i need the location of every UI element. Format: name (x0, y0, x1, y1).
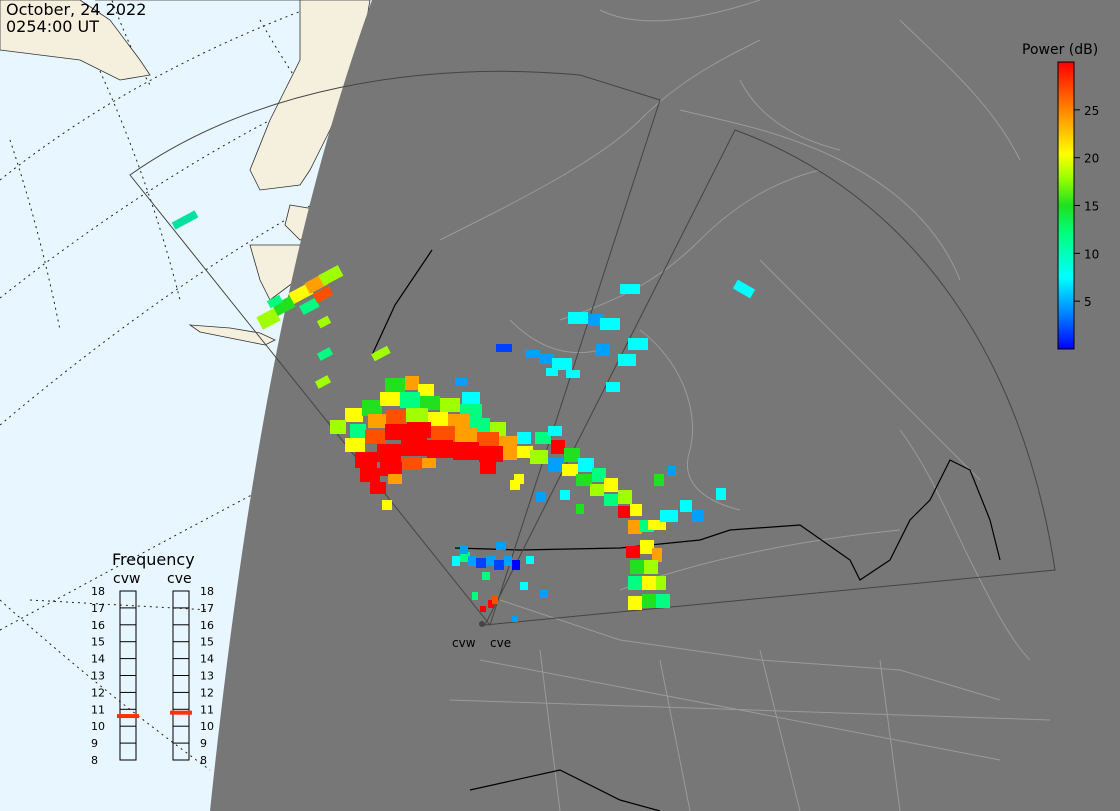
date-label: October, 24 2022 (6, 0, 146, 19)
echo-arc-main (330, 376, 726, 610)
site-cvw-label: cvw (452, 636, 476, 650)
colorbar-tick-label: 10 (1084, 247, 1099, 261)
frequency-marker-cvw (117, 714, 139, 719)
frequency-tick-label: 15 (91, 636, 105, 649)
echo-cluster-alaska (256, 265, 344, 330)
frequency-tick-label: 9 (91, 737, 98, 750)
colorbar-ticks: 25 20 15 10 5 (1074, 104, 1099, 309)
frequency-tick-label: 18 (200, 585, 214, 598)
frequency-tick-label: 10 (91, 720, 105, 733)
radar-echoes (171, 210, 756, 622)
frequency-tick-label: 17 (91, 602, 105, 615)
frequency-tick-label: 14 (200, 653, 214, 666)
colorbar-tick-label: 5 (1084, 295, 1092, 309)
frequency-tick-label: 15 (200, 636, 214, 649)
site-cvw-marker (479, 621, 485, 627)
frequency-cvw-label: cvw (113, 571, 140, 587)
colorbar-tick-label: 20 (1084, 152, 1099, 166)
fov-outlines (129, 70, 1056, 627)
frequency-tick-label: 11 (91, 703, 105, 716)
frequency-tick-label: 12 (91, 686, 105, 699)
radar-sites: cvw cve (452, 621, 511, 650)
colorbar-tick-label: 15 (1084, 200, 1099, 214)
frequency-tick-label: 12 (200, 686, 214, 699)
frequency-tick-label: 17 (200, 602, 214, 615)
echo-cluster-near (452, 542, 548, 622)
fov-cvw (129, 70, 661, 627)
frequency-tick-label: 16 (91, 619, 105, 632)
frequency-tick-label: 14 (91, 653, 105, 666)
frequency-tick-label: 16 (200, 619, 214, 632)
colorbar-tick-label: 25 (1084, 104, 1099, 118)
frequency-panel: Frequency cvw cve 1817161514131211109818… (91, 550, 214, 767)
frequency-cve-label: cve (167, 571, 192, 587)
colorbar-gradient (1057, 61, 1075, 350)
colorbar-title: Power (dB) (1022, 42, 1098, 58)
frequency-tick-label: 18 (91, 585, 105, 598)
time-label: 0254:00 UT (6, 17, 99, 36)
site-cve-label: cve (490, 636, 511, 650)
frequency-marker-cve (170, 710, 192, 715)
frequency-tick-label: 9 (200, 737, 207, 750)
frequency-title: Frequency (112, 550, 195, 569)
frequency-scales: 18 17 16 15 14 13 12 11 10 9 8 18 17 16 15 14 13 12 11 10 9 8 (91, 585, 214, 767)
power-colorbar: Power (dB) 25 20 15 10 5 (1022, 42, 1099, 350)
frequency-tick-label: 11 (200, 703, 214, 716)
fov-cve (484, 129, 1056, 626)
night-coastlines (439, 0, 1051, 811)
frequency-tick-label: 8 (91, 754, 98, 767)
frequency-tick-label: 13 (91, 670, 105, 683)
echo-cluster-north (496, 279, 756, 392)
frequency-tick-label: 8 (200, 754, 207, 767)
frequency-tick-label: 10 (200, 720, 214, 733)
night-side (210, 0, 1120, 811)
frequency-tick-label: 13 (200, 670, 214, 683)
